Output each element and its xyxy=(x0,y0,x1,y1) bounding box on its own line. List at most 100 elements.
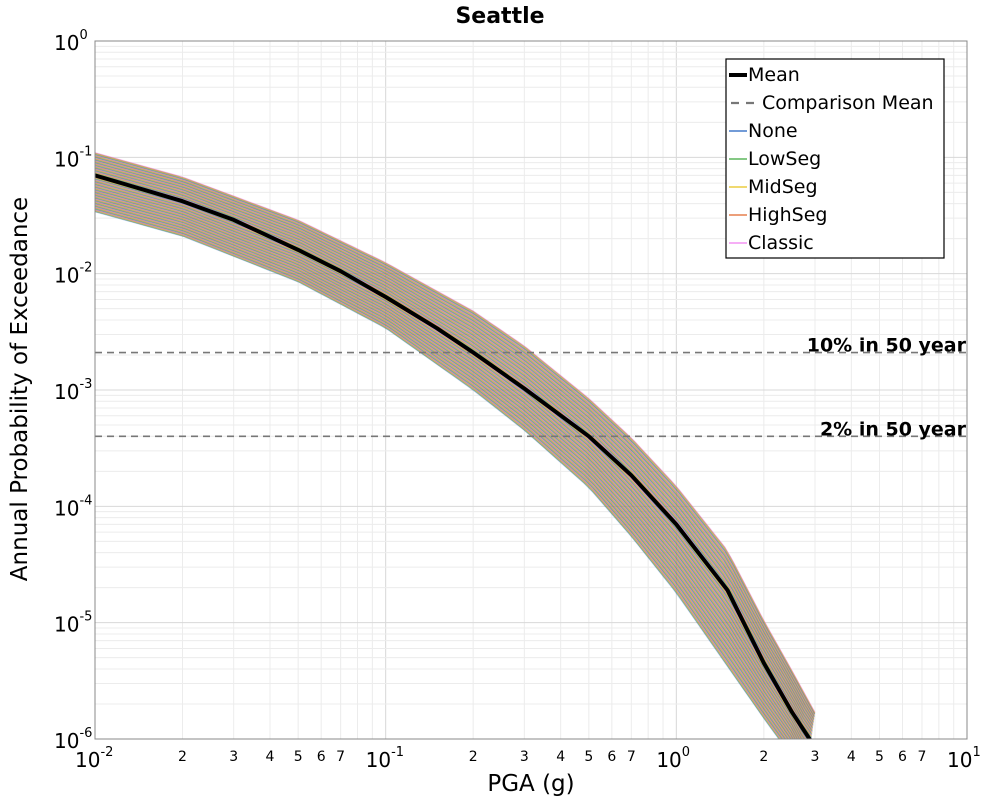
model-curve xyxy=(95,167,814,729)
model-curve xyxy=(95,176,812,739)
model-curve xyxy=(95,161,815,723)
model-curve xyxy=(95,204,787,739)
model-curve xyxy=(95,167,814,729)
y-tick-base: 10 xyxy=(54,729,79,753)
y-tick-base: 10 xyxy=(54,147,79,171)
model-curve xyxy=(95,161,815,722)
model-curve xyxy=(95,198,793,739)
y-tick-exponent: -6 xyxy=(79,726,92,741)
x-tick-exponent: -1 xyxy=(391,745,404,760)
x-minor-tick-label: 7 xyxy=(336,749,345,765)
model-curve xyxy=(95,177,812,739)
hazard-curve-band xyxy=(95,152,816,739)
model-curve xyxy=(95,202,789,739)
x-minor-tick-label: 2 xyxy=(178,749,187,765)
model-curve xyxy=(95,156,815,718)
model-curve xyxy=(95,211,780,739)
y-tick-label: 10-4 xyxy=(54,493,92,520)
x-minor-tick-label: 5 xyxy=(875,749,884,765)
x-tick-exponent: 0 xyxy=(682,745,690,760)
x-minor-tick-label: 5 xyxy=(584,749,593,765)
x-tick-exponent: -2 xyxy=(100,745,113,760)
x-minor-tick-label: 3 xyxy=(520,749,529,765)
model-curve xyxy=(95,195,796,739)
model-curve xyxy=(95,195,796,739)
x-minor-tick-label: 6 xyxy=(317,749,326,765)
x-minor-tick-label: 5 xyxy=(294,749,303,765)
y-tick-label: 10-3 xyxy=(54,377,92,404)
model-curve xyxy=(95,155,815,716)
model-curve xyxy=(95,205,787,739)
reference-lines: 10% in 50 year 2% in 50 year xyxy=(95,335,967,440)
model-curve xyxy=(95,172,813,735)
model-curve xyxy=(95,182,807,739)
model-curve xyxy=(95,178,811,739)
model-curve xyxy=(95,170,813,732)
model-curve xyxy=(95,160,815,722)
model-curve xyxy=(95,154,816,716)
model-curve xyxy=(95,196,795,739)
model-curve xyxy=(95,201,791,739)
y-tick-exponent: -4 xyxy=(79,493,92,508)
model-curve xyxy=(95,159,815,720)
model-curve xyxy=(95,196,795,739)
x-minor-tick-label: 6 xyxy=(898,749,907,765)
model-curve xyxy=(95,207,784,739)
x-minor-tick-label: 3 xyxy=(229,749,238,765)
model-curve xyxy=(95,189,800,739)
y-tick-exponent: -3 xyxy=(79,377,92,392)
model-curve xyxy=(95,192,798,739)
model-curve xyxy=(95,185,804,739)
model-curve xyxy=(95,186,803,739)
y-tick-exponent: -1 xyxy=(79,144,92,159)
model-curve xyxy=(95,187,801,739)
x-tick-base: 10 xyxy=(947,748,972,772)
model-curve xyxy=(95,187,802,739)
model-curve xyxy=(95,208,784,739)
model-curve xyxy=(95,155,815,717)
reference-line-label: 10% in 50 year xyxy=(807,335,967,357)
legend-label-none: None xyxy=(748,120,798,142)
model-curve xyxy=(95,194,796,739)
chart-title: Seattle xyxy=(455,4,544,29)
model-curve xyxy=(95,172,813,734)
reference-line-label: 2% in 50 year xyxy=(820,418,967,440)
model-curve xyxy=(95,168,814,730)
model-curve xyxy=(95,153,816,714)
y-tick-label: 100 xyxy=(54,28,88,55)
model-curve xyxy=(95,197,794,739)
model-curve xyxy=(95,182,807,739)
y-tick-base: 10 xyxy=(54,496,79,520)
model-curve xyxy=(95,183,806,739)
legend-label-comparison-mean: Comparison Mean xyxy=(762,92,934,114)
x-tick-label: 10-1 xyxy=(366,745,404,772)
y-tick-label: 10-5 xyxy=(54,610,92,637)
x-minor-tick-label: 4 xyxy=(847,749,856,765)
x-tick-label: 101 xyxy=(947,745,981,772)
model-curve xyxy=(95,162,814,724)
model-curve xyxy=(95,169,813,731)
y-tick-exponent: -2 xyxy=(79,261,92,276)
model-curve xyxy=(95,208,783,739)
model-curve xyxy=(95,209,782,739)
model-curve xyxy=(95,203,789,739)
model-curve xyxy=(95,160,815,721)
model-curve xyxy=(95,177,812,739)
model-curve xyxy=(95,184,805,739)
model-curve xyxy=(95,158,815,719)
model-curve xyxy=(95,181,808,739)
model-curve xyxy=(95,190,799,739)
model-curve xyxy=(95,180,809,739)
model-curve xyxy=(95,207,785,739)
model-curve xyxy=(95,173,813,736)
x-axis-label: PGA (g) xyxy=(487,771,574,797)
legend-label-classic: Classic xyxy=(748,232,814,254)
legend-label-lowseg: LowSeg xyxy=(748,148,821,170)
model-curve xyxy=(95,179,810,739)
x-tick-base: 10 xyxy=(366,748,391,772)
model-curve xyxy=(95,156,815,717)
y-tick-exponent: -5 xyxy=(79,610,92,625)
model-curve xyxy=(95,173,813,735)
